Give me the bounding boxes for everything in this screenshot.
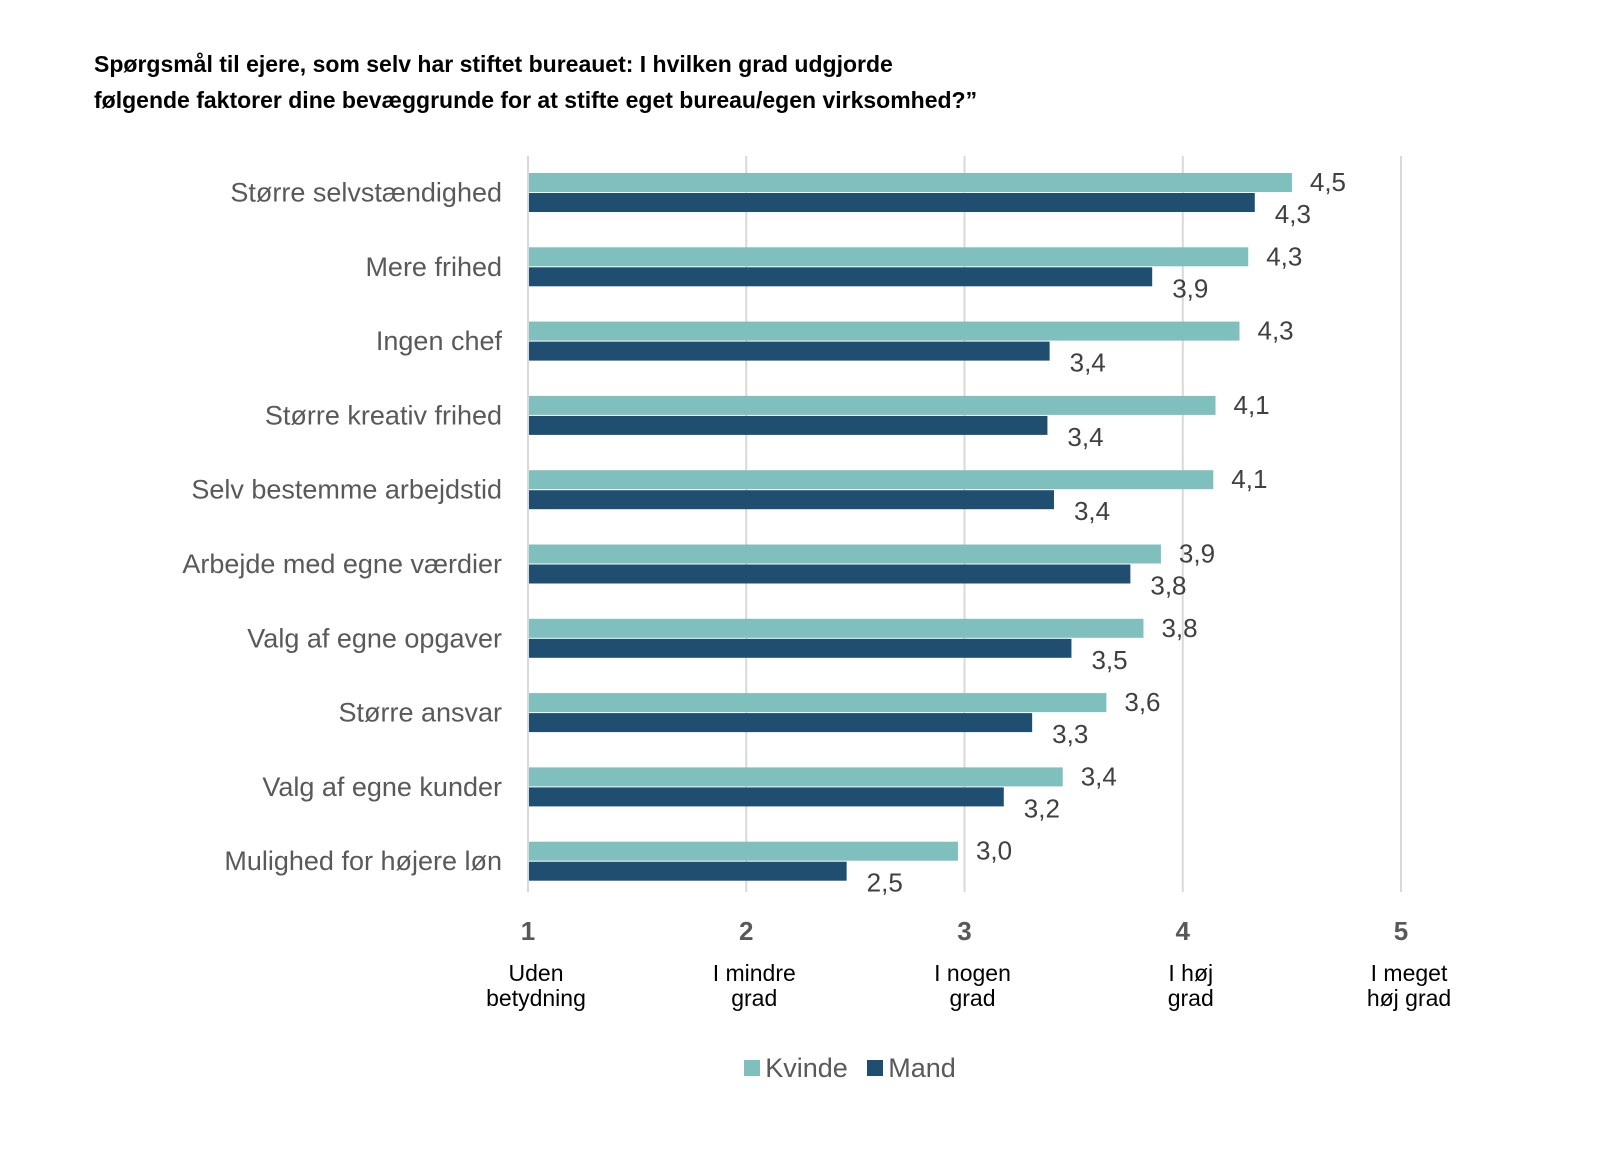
data-label-mand: 2,5 xyxy=(867,868,903,898)
data-label-kvinde: 3,9 xyxy=(1179,539,1215,569)
category-label: Større ansvar xyxy=(338,698,502,728)
category-label: Selv bestemme arbejdstid xyxy=(191,475,502,505)
data-label-mand: 3,5 xyxy=(1091,645,1127,675)
chart-legend: Kvinde Mand xyxy=(0,1052,1600,1084)
chart-title-line-1: Spørgsmål til ejere, som selv har stifte… xyxy=(94,51,893,77)
data-label-kvinde: 3,4 xyxy=(1081,761,1117,791)
x-tick-sublabel: betydning xyxy=(486,985,586,1011)
bar-kvinde xyxy=(528,841,958,861)
bar-mand xyxy=(528,415,1048,435)
bar-kvinde xyxy=(528,767,1063,787)
bar-kvinde xyxy=(528,618,1144,638)
bar-kvinde xyxy=(528,470,1214,490)
bar-kvinde xyxy=(528,247,1249,267)
data-label-kvinde: 3,0 xyxy=(976,836,1012,866)
data-label-mand: 3,3 xyxy=(1052,719,1088,749)
data-label-mand: 3,9 xyxy=(1172,273,1208,303)
legend-label-mand: Mand xyxy=(888,1052,956,1083)
category-label: Mulighed for højere løn xyxy=(224,846,502,876)
x-tick-label: 1 xyxy=(521,916,535,946)
x-tick-label: 3 xyxy=(957,916,971,946)
data-label-mand: 4,3 xyxy=(1275,199,1311,229)
bar-mand xyxy=(528,713,1033,733)
data-label-kvinde: 4,3 xyxy=(1266,241,1302,271)
x-tick-sublabel: I nogen xyxy=(934,960,1011,986)
chart-title: Spørgsmål til ejere, som selv har stifte… xyxy=(94,46,1394,118)
legend-item-mand: Mand xyxy=(867,1053,956,1084)
data-label-mand: 3,4 xyxy=(1067,422,1103,452)
category-label: Ingen chef xyxy=(376,326,503,356)
x-tick-label: 2 xyxy=(739,916,753,946)
data-label-mand: 3,8 xyxy=(1150,571,1186,601)
bar-kvinde xyxy=(528,544,1161,564)
category-label: Større kreativ frihed xyxy=(265,400,502,430)
data-label-mand: 3,2 xyxy=(1024,793,1060,823)
bar-mand xyxy=(528,564,1131,584)
bar-kvinde xyxy=(528,173,1292,192)
category-label: Større selvstændighed xyxy=(230,178,502,208)
x-tick-sublabel: grad xyxy=(731,985,777,1011)
bar-kvinde xyxy=(528,321,1240,341)
x-tick-label: 5 xyxy=(1394,916,1408,946)
x-tick-label: 4 xyxy=(1176,916,1191,946)
x-tick-sublabel: grad xyxy=(949,985,995,1011)
x-tick-sublabel: I høj xyxy=(1168,960,1213,986)
category-label: Arbejde med egne værdier xyxy=(182,549,502,579)
legend-label-kvinde: Kvinde xyxy=(765,1052,848,1083)
x-tick-sublabel: høj grad xyxy=(1367,985,1451,1011)
category-label: Mere frihed xyxy=(365,252,502,282)
bar-mand xyxy=(528,193,1255,212)
data-label-kvinde: 3,6 xyxy=(1124,687,1160,717)
legend-swatch-mand xyxy=(867,1060,884,1076)
legend-swatch-kvinde xyxy=(744,1060,761,1076)
category-label: Valg af egne kunder xyxy=(262,772,502,802)
bar-mand xyxy=(528,861,847,881)
bar-mand xyxy=(528,638,1072,658)
data-label-kvinde: 4,5 xyxy=(1310,167,1346,197)
x-tick-sublabel: I meget xyxy=(1371,960,1448,986)
bar-kvinde xyxy=(528,395,1216,415)
data-label-mand: 3,4 xyxy=(1070,348,1106,378)
legend-item-kvinde: Kvinde xyxy=(744,1053,848,1084)
bar-mand xyxy=(528,787,1004,807)
x-tick-sublabel: Uden xyxy=(509,960,564,986)
bar-mand xyxy=(528,490,1054,510)
bar-kvinde xyxy=(528,693,1107,713)
bar-mand xyxy=(528,341,1050,361)
data-label-mand: 3,4 xyxy=(1074,496,1110,526)
data-label-kvinde: 4,3 xyxy=(1257,316,1293,346)
data-label-kvinde: 3,8 xyxy=(1161,613,1197,643)
chart-title-line-2: følgende faktorer dine bevæggrunde for a… xyxy=(94,87,978,113)
data-label-kvinde: 4,1 xyxy=(1231,464,1267,494)
category-label: Valg af egne opgaver xyxy=(247,623,502,653)
bar-mand xyxy=(528,267,1153,287)
x-tick-sublabel: I mindre xyxy=(713,960,796,986)
x-tick-sublabel: grad xyxy=(1168,985,1214,1011)
data-label-kvinde: 4,1 xyxy=(1233,390,1269,420)
